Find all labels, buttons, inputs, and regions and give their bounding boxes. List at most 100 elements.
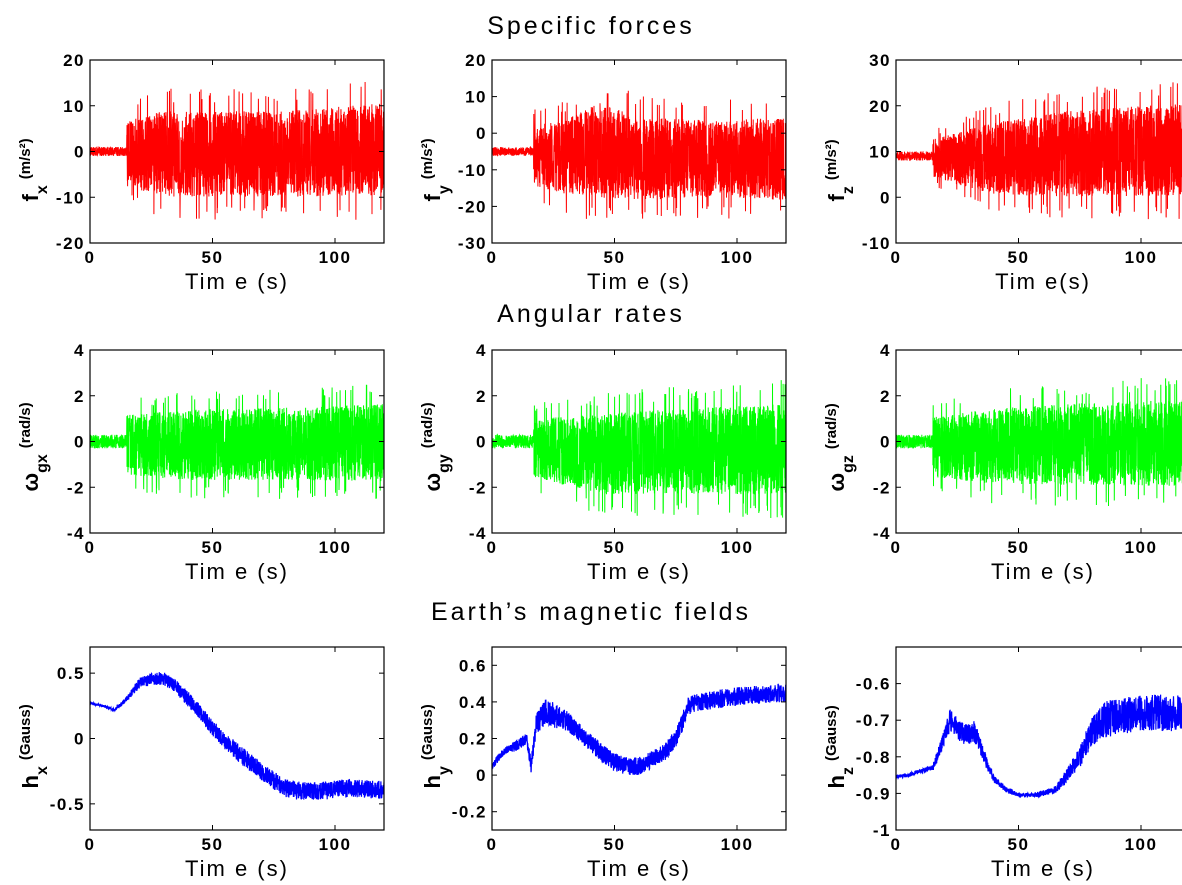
x-axis-label: Tim e(s) (995, 269, 1091, 294)
x-tick-label: 50 (202, 538, 224, 557)
y-tick-label: 0 (74, 730, 85, 749)
y-tick-label: -2 (67, 478, 85, 497)
axes-frame-6 (89, 646, 385, 831)
x-tick-label: 0 (891, 538, 902, 557)
subplot-3: 0 50 100 -4 -2 0 2 4 Tim e (s) ωgx(rad/s) (17, 341, 385, 584)
y-tick-label: -0.6 (856, 675, 891, 694)
y-axis-label: fy(m/s²) (419, 138, 453, 201)
x-tick-label: 100 (721, 248, 754, 267)
y-label-unit: (rad/s) (17, 402, 34, 448)
y-label-unit: (m/s²) (419, 138, 436, 179)
y-tick-label: -2 (469, 478, 487, 497)
x-tick-label: 100 (319, 835, 352, 854)
y-label-main: ω (824, 473, 849, 492)
y-tick-label: -20 (56, 234, 85, 253)
x-tick-label: 50 (604, 538, 626, 557)
y-axis-label: ωgz(rad/s) (823, 403, 857, 491)
series-line-8 (896, 694, 1182, 799)
subplot-0: 0 50 100 -20 -10 0 10 20 Tim e (s) fx(m/s²) (17, 51, 385, 294)
y-tick-label: -4 (873, 524, 891, 543)
axes-frame-7 (491, 646, 787, 831)
y-tick-label: -20 (458, 197, 487, 216)
x-tick-label: 50 (202, 248, 224, 267)
series-line-5 (896, 378, 1182, 507)
y-tick-label: 0 (74, 433, 85, 452)
y-tick-label: -2 (873, 478, 891, 497)
group-title-specific-forces: Specific forces (487, 12, 695, 40)
y-tick-label: 10 (63, 97, 85, 116)
x-axis-label: Tim e (s) (587, 856, 691, 881)
y-tick-label: -4 (469, 524, 487, 543)
y-label-subscript: gx (34, 454, 51, 473)
y-tick-label: 0 (74, 143, 85, 162)
series-line-6 (90, 672, 384, 800)
y-axis-label: hx(Gauss) (17, 704, 51, 788)
x-axis-label: Tim e (s) (185, 856, 289, 881)
y-tick-label: -0.7 (856, 711, 891, 730)
y-axis-label: hz(Gauss) (823, 705, 857, 788)
series-line-4 (492, 380, 786, 519)
y-label-unit: (Gauss) (823, 705, 840, 761)
y-label-main: h (420, 775, 445, 788)
y-tick-label: -0.9 (856, 784, 891, 803)
y-tick-label: 0 (476, 766, 487, 785)
series-line-1 (492, 90, 786, 219)
y-label-main: h (18, 775, 43, 788)
y-tick-label: -10 (458, 161, 487, 180)
y-tick-label: 4 (476, 341, 487, 360)
y-axis-label: ωgx(rad/s) (17, 402, 51, 491)
x-tick-label: 0 (85, 248, 96, 267)
y-label-subscript: y (436, 185, 453, 194)
y-tick-label: 30 (869, 51, 891, 70)
x-tick-label: 100 (1125, 538, 1158, 557)
y-tick-label: -4 (67, 524, 85, 543)
subplot-1: 0 50 100 -30 -20 -10 0 10 20 Tim e (s) fy(m/s²) (419, 51, 787, 294)
y-tick-label: 2 (880, 387, 891, 406)
x-tick-label: 50 (604, 248, 626, 267)
y-label-unit: (Gauss) (419, 704, 436, 760)
y-label-main: f (824, 194, 849, 202)
y-axis-label: hy(Gauss) (419, 704, 453, 788)
x-tick-label: 100 (319, 538, 352, 557)
y-tick-label: 0.6 (459, 656, 487, 675)
y-label-main: ω (18, 473, 43, 492)
y-tick-label: -0.8 (856, 748, 891, 767)
y-tick-label: 10 (869, 143, 891, 162)
y-tick-label: -0.5 (50, 795, 85, 814)
y-label-subscript: gy (436, 454, 453, 473)
y-label-unit: (m/s²) (823, 139, 840, 180)
y-label-unit: (rad/s) (419, 402, 436, 448)
y-tick-label: 20 (869, 97, 891, 116)
series-line-7 (492, 683, 786, 776)
y-label-subscript: z (840, 767, 857, 775)
x-axis-label: Tim e (s) (587, 559, 691, 584)
x-tick-label: 100 (721, 835, 754, 854)
subplot-5: 0 50 100 -4 -2 0 2 4 Tim e (s) ωgz(rad/s) (823, 341, 1182, 584)
series-line-3 (90, 384, 384, 499)
x-tick-label: 0 (891, 835, 902, 854)
x-tick-label: 100 (1125, 248, 1158, 267)
x-tick-label: 100 (319, 248, 352, 267)
y-tick-label: 2 (74, 387, 85, 406)
x-axis-label: Tim e (s) (991, 856, 1095, 881)
y-tick-label: -10 (56, 188, 85, 207)
x-axis-label: Tim e (s) (991, 559, 1095, 584)
y-tick-label: 20 (465, 51, 487, 70)
y-tick-label: -10 (862, 234, 891, 253)
x-tick-label: 50 (202, 835, 224, 854)
y-tick-label: 0 (880, 188, 891, 207)
x-tick-label: 50 (1008, 538, 1030, 557)
series-line-2 (896, 82, 1182, 220)
x-tick-label: 0 (85, 538, 96, 557)
y-tick-label: 0.4 (459, 693, 487, 712)
y-tick-label: 4 (74, 341, 85, 360)
axes-frame-8 (895, 646, 1182, 831)
series-line-0 (90, 81, 384, 220)
x-tick-label: 50 (604, 835, 626, 854)
y-label-unit: (rad/s) (823, 403, 840, 449)
y-label-main: ω (420, 473, 445, 492)
x-axis-label: Tim e (s) (185, 559, 289, 584)
x-tick-label: 0 (487, 538, 498, 557)
